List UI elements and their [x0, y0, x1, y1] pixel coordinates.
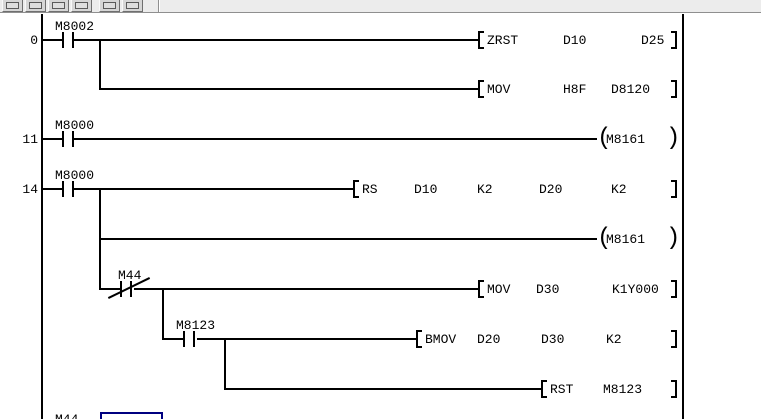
toolbar-button-6[interactable]	[122, 0, 143, 12]
instruction-mnemonic[interactable]: RS	[362, 182, 378, 197]
close-bracket	[671, 380, 677, 398]
device-label: M44	[118, 268, 142, 283]
device-label: M8002	[55, 19, 95, 34]
instruction-mnemonic[interactable]: MOV	[487, 82, 511, 97]
wire-h	[224, 388, 541, 390]
open-bracket	[478, 31, 484, 49]
contact-bar	[62, 32, 64, 48]
instruction-operand[interactable]: D8120	[611, 82, 651, 97]
close-bracket	[671, 330, 677, 348]
toolbar-separator	[158, 0, 160, 12]
step-number: 11	[22, 132, 38, 147]
instruction-operand[interactable]: H8F	[563, 82, 587, 97]
wire-branch-v	[162, 288, 164, 340]
open-bracket	[478, 80, 484, 98]
device-label: M8000	[55, 168, 95, 183]
instruction-mnemonic[interactable]: BMOV	[425, 332, 457, 347]
coil-open-paren: (	[597, 125, 612, 152]
device-label: M8123	[176, 318, 216, 333]
instruction-operand[interactable]: D10	[563, 33, 587, 48]
step-number: 14	[22, 182, 38, 197]
step-number: 0	[30, 33, 38, 48]
instruction-operand[interactable]: D25	[641, 33, 665, 48]
contact-bar	[120, 281, 122, 297]
wire-h	[134, 288, 478, 290]
application-instruction-icon	[75, 2, 88, 9]
instruction-operand[interactable]: K2	[477, 182, 493, 197]
toolbar-button-4[interactable]	[71, 0, 92, 12]
wire-draw-icon	[103, 2, 116, 9]
open-bracket	[353, 180, 359, 198]
instruction-operand[interactable]: D10	[414, 182, 438, 197]
instruction-mnemonic[interactable]: RST	[550, 382, 574, 397]
instruction-operand[interactable]: D30	[536, 282, 560, 297]
contact-bar	[183, 331, 185, 347]
close-bracket	[671, 31, 677, 49]
contact-icon	[6, 2, 19, 9]
wire-h	[162, 338, 183, 340]
nc-contact-m44[interactable]	[120, 281, 134, 297]
ladder-toolbar	[0, 0, 761, 13]
wire-branch-v	[99, 39, 101, 90]
wire-h	[99, 88, 478, 90]
no-contact-m8000[interactable]	[62, 181, 76, 197]
right-power-rail	[682, 14, 684, 419]
wire-h	[43, 39, 62, 41]
wire-h	[43, 138, 62, 140]
instruction-operand[interactable]: D20	[477, 332, 501, 347]
instruction-operand[interactable]: K2	[611, 182, 627, 197]
contact-bar	[130, 281, 132, 297]
hand-icon	[126, 2, 139, 9]
wire-h	[74, 39, 478, 41]
wire-branch-v	[224, 338, 226, 390]
close-bracket	[671, 80, 677, 98]
coil-icon	[52, 2, 65, 9]
contact-bar	[62, 181, 64, 197]
contact-bar	[72, 131, 74, 147]
wire-h	[99, 238, 597, 240]
close-bracket	[671, 280, 677, 298]
device-label: M8000	[55, 118, 95, 133]
instruction-operand[interactable]: D20	[539, 182, 563, 197]
wire-h	[197, 338, 416, 340]
ladder-diagram-canvas[interactable]: 0 M8002 ZRST D10 D25 MOV H8F D8120 11 M8…	[0, 14, 761, 419]
edit-cursor[interactable]	[100, 412, 163, 419]
no-contact-m8002[interactable]	[62, 32, 76, 48]
open-bracket	[416, 330, 422, 348]
instruction-operand[interactable]: K2	[606, 332, 622, 347]
close-bracket	[671, 180, 677, 198]
device-label-partial: M44	[55, 413, 78, 419]
open-bracket	[541, 380, 547, 398]
instruction-mnemonic[interactable]: ZRST	[487, 33, 519, 48]
output-coil[interactable]: M8161	[606, 132, 646, 147]
toolbar-button-5[interactable]	[99, 0, 120, 12]
no-contact-m8000[interactable]	[62, 131, 76, 147]
contact-parallel-icon	[29, 2, 42, 9]
toolbar-button-1[interactable]	[2, 0, 23, 12]
no-contact-m8123[interactable]	[183, 331, 197, 347]
open-bracket	[478, 280, 484, 298]
coil-close-paren: )	[666, 125, 681, 152]
coil-close-paren: )	[666, 225, 681, 252]
toolbar-button-3[interactable]	[48, 0, 69, 12]
left-power-rail	[41, 14, 43, 419]
instruction-operand[interactable]: K1Y000	[612, 282, 659, 297]
output-coil[interactable]: M8161	[606, 232, 646, 247]
instruction-operand[interactable]: M8123	[603, 382, 643, 397]
contact-bar	[72, 32, 74, 48]
wire-h	[43, 188, 62, 190]
contact-bar	[62, 131, 64, 147]
wire-h	[74, 138, 597, 140]
toolbar-button-2[interactable]	[25, 0, 46, 12]
coil-open-paren: (	[597, 225, 612, 252]
instruction-operand[interactable]: D30	[541, 332, 565, 347]
contact-bar	[72, 181, 74, 197]
instruction-mnemonic[interactable]: MOV	[487, 282, 511, 297]
wire-h	[74, 188, 353, 190]
contact-bar	[193, 331, 195, 347]
wire-h	[99, 288, 120, 290]
